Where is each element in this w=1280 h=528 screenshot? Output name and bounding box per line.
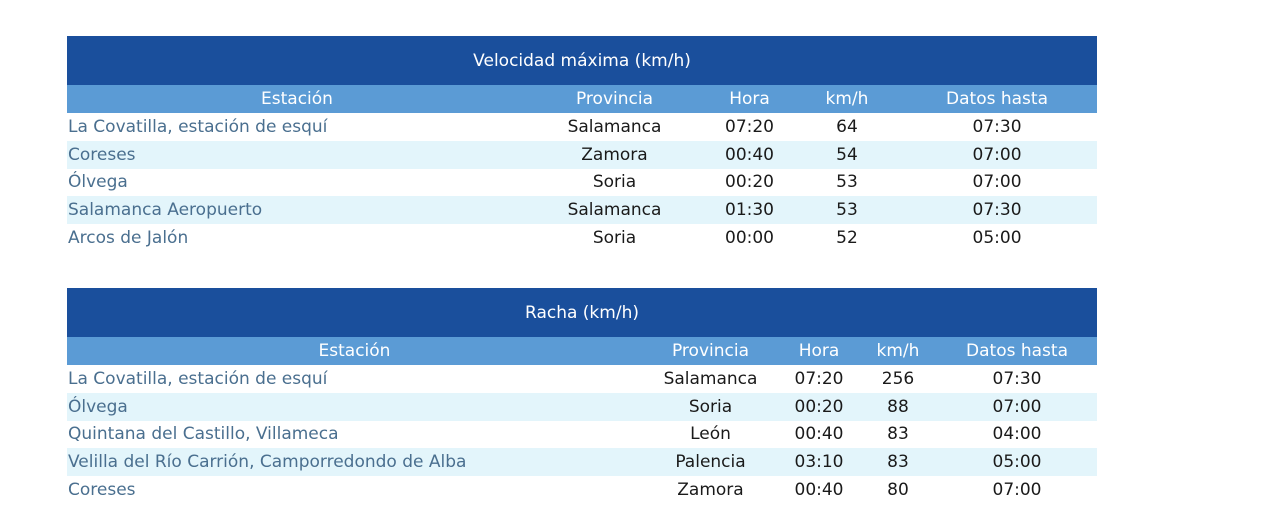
column-header-data-until: Datos hasta — [937, 337, 1097, 365]
column-header-station: Estación — [67, 85, 527, 113]
station-cell: Quintana del Castillo, Villameca — [67, 420, 642, 449]
speed-cell: 83 — [859, 448, 937, 477]
station-cell: La Covatilla, estación de esquí — [67, 365, 642, 393]
table-title-row: Velocidad máxima (km/h) — [67, 36, 1098, 85]
province-cell: León — [642, 420, 779, 449]
speed-cell: 54 — [797, 140, 897, 169]
station-cell: Ólvega — [67, 168, 527, 197]
speed-cell: 53 — [797, 196, 897, 225]
table-row: Ólvega Soria 00:20 88 07:00 — [67, 392, 1097, 421]
table-row: La Covatilla, estación de esquí Salamanc… — [67, 113, 1098, 141]
time-cell: 00:40 — [779, 420, 859, 449]
station-cell: Velilla del Río Carrión, Camporredondo d… — [67, 448, 642, 477]
data-until-cell: 05:00 — [897, 224, 1098, 252]
speed-cell: 256 — [859, 365, 937, 393]
data-until-cell: 07:30 — [897, 196, 1098, 225]
station-cell: Salamanca Aeropuerto — [67, 196, 527, 225]
table-title-row: Racha (km/h) — [67, 288, 1097, 337]
speed-cell: 53 — [797, 168, 897, 197]
time-cell: 07:20 — [702, 113, 797, 141]
data-until-cell: 07:30 — [897, 113, 1098, 141]
province-cell: Salamanca — [527, 113, 702, 141]
speed-cell: 52 — [797, 224, 897, 252]
province-cell: Zamora — [527, 140, 702, 169]
table-row: Coreses Zamora 00:40 80 07:00 — [67, 476, 1097, 504]
data-until-cell: 07:30 — [937, 365, 1097, 393]
table-row: Salamanca Aeropuerto Salamanca 01:30 53 … — [67, 196, 1098, 225]
time-cell: 00:40 — [779, 476, 859, 504]
time-cell: 00:40 — [702, 140, 797, 169]
column-header-data-until: Datos hasta — [897, 85, 1098, 113]
time-cell: 00:20 — [779, 392, 859, 421]
province-cell: Salamanca — [642, 365, 779, 393]
data-until-cell: 05:00 — [937, 448, 1097, 477]
table-row: La Covatilla, estación de esquí Salamanc… — [67, 365, 1097, 393]
max-speed-table: Velocidad máxima (km/h) Estación Provinc… — [67, 36, 1098, 252]
data-until-cell: 07:00 — [897, 140, 1098, 169]
data-until-cell: 07:00 — [937, 392, 1097, 421]
station-cell: Coreses — [67, 140, 527, 169]
column-header-province: Provincia — [642, 337, 779, 365]
table-title: Velocidad máxima (km/h) — [67, 36, 1098, 85]
table-row: Velilla del Río Carrión, Camporredondo d… — [67, 448, 1097, 477]
table-title: Racha (km/h) — [67, 288, 1097, 337]
table-row: Arcos de Jalón Soria 00:00 52 05:00 — [67, 224, 1098, 252]
province-cell: Zamora — [642, 476, 779, 504]
time-cell: 00:20 — [702, 168, 797, 197]
column-header-row: Estación Provincia Hora km/h Datos hasta — [67, 337, 1097, 365]
data-until-cell: 04:00 — [937, 420, 1097, 449]
station-cell: Arcos de Jalón — [67, 224, 527, 252]
station-cell: La Covatilla, estación de esquí — [67, 113, 527, 141]
data-until-cell: 07:00 — [897, 168, 1098, 197]
column-header-row: Estación Provincia Hora km/h Datos hasta — [67, 85, 1098, 113]
time-cell: 07:20 — [779, 365, 859, 393]
column-header-speed: km/h — [859, 337, 937, 365]
gust-table: Racha (km/h) Estación Provincia Hora km/… — [67, 288, 1097, 504]
speed-cell: 83 — [859, 420, 937, 449]
speed-cell: 88 — [859, 392, 937, 421]
speed-cell: 80 — [859, 476, 937, 504]
column-header-station: Estación — [67, 337, 642, 365]
time-cell: 01:30 — [702, 196, 797, 225]
province-cell: Salamanca — [527, 196, 702, 225]
column-header-speed: km/h — [797, 85, 897, 113]
province-cell: Soria — [642, 392, 779, 421]
province-cell: Soria — [527, 168, 702, 197]
table-row: Coreses Zamora 00:40 54 07:00 — [67, 140, 1098, 169]
province-cell: Palencia — [642, 448, 779, 477]
station-cell: Coreses — [67, 476, 642, 504]
time-cell: 00:00 — [702, 224, 797, 252]
column-header-province: Provincia — [527, 85, 702, 113]
station-cell: Ólvega — [67, 392, 642, 421]
speed-cell: 64 — [797, 113, 897, 141]
table-row: Quintana del Castillo, Villameca León 00… — [67, 420, 1097, 449]
province-cell: Soria — [527, 224, 702, 252]
data-until-cell: 07:00 — [937, 476, 1097, 504]
column-header-time: Hora — [779, 337, 859, 365]
time-cell: 03:10 — [779, 448, 859, 477]
column-header-time: Hora — [702, 85, 797, 113]
table-row: Ólvega Soria 00:20 53 07:00 — [67, 168, 1098, 197]
